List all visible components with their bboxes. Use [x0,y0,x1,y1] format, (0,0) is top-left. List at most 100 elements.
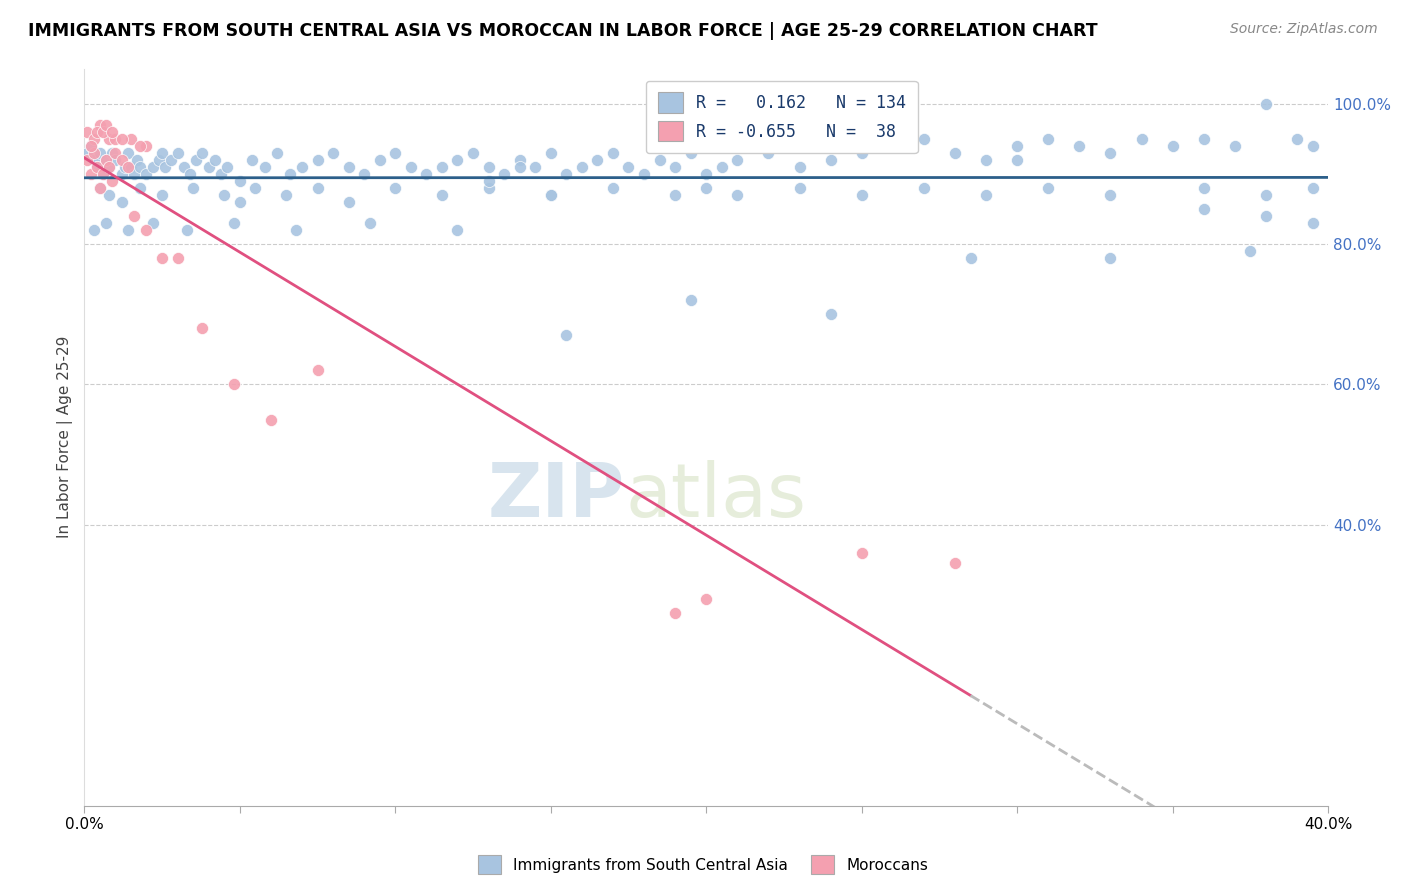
Point [1302,181,1324,195]
Point [83,132,105,146]
Point [710,160,733,174]
Point [83,223,105,237]
Point [477,160,499,174]
Point [1130,132,1153,146]
Point [1099,187,1122,202]
Point [229,174,252,188]
Point [89,145,111,160]
Point [307,181,329,195]
Point [98,160,121,174]
Point [76,125,98,139]
Point [430,160,453,174]
Point [135,138,157,153]
Point [176,223,198,237]
Point [725,187,748,202]
Point [117,160,139,174]
Point [91,167,114,181]
Point [160,153,183,167]
Point [153,160,176,174]
Point [117,223,139,237]
Point [851,546,873,560]
Point [337,194,360,209]
Point [1286,132,1309,146]
Point [122,209,145,223]
Point [291,160,314,174]
Point [695,181,717,195]
Text: atlas: atlas [626,459,807,533]
Point [142,160,165,174]
Point [173,160,195,174]
Point [240,153,263,167]
Point [1192,202,1215,216]
Point [648,153,671,167]
Point [1099,251,1122,265]
Point [101,174,124,188]
Point [98,132,121,146]
Point [166,251,188,265]
Point [229,194,252,209]
Point [494,167,516,181]
Point [959,251,981,265]
Point [86,160,108,174]
Point [384,145,406,160]
Point [79,138,101,153]
Point [191,145,214,160]
Point [1302,138,1324,153]
Point [253,160,276,174]
Point [602,181,624,195]
Point [571,160,593,174]
Point [76,153,98,167]
Point [110,167,132,181]
Point [98,187,121,202]
Y-axis label: In Labor Force | Age 25-29: In Labor Force | Age 25-29 [58,336,73,538]
Point [695,591,717,606]
Point [117,145,139,160]
Point [307,363,329,377]
Point [758,145,780,160]
Point [1005,138,1028,153]
Point [76,145,98,160]
Point [260,412,283,426]
Point [94,153,117,167]
Point [110,132,132,146]
Point [851,145,873,160]
Point [86,125,108,139]
Point [789,160,811,174]
Legend: R =   0.162   N = 134, R = -0.655   N =  38: R = 0.162 N = 134, R = -0.655 N = 38 [647,80,918,153]
Point [1038,132,1060,146]
Point [212,187,235,202]
Point [1192,132,1215,146]
Point [150,187,173,202]
Point [974,187,997,202]
Point [94,153,117,167]
Point [1223,138,1246,153]
Point [181,181,204,195]
Point [186,153,208,167]
Point [586,153,609,167]
Point [664,606,686,620]
Point [276,187,298,202]
Point [150,145,173,160]
Point [217,160,239,174]
Point [555,167,578,181]
Point [1239,244,1261,258]
Point [114,160,136,174]
Point [142,216,165,230]
Point [79,138,101,153]
Point [89,181,111,195]
Point [446,153,468,167]
Point [120,132,142,146]
Point [204,153,226,167]
Point [98,160,121,174]
Point [94,118,117,132]
Point [1005,153,1028,167]
Point [127,153,149,167]
Point [129,138,152,153]
Point [695,167,717,181]
Point [1038,181,1060,195]
Point [1161,138,1184,153]
Point [120,160,142,174]
Point [101,125,124,139]
Point [943,557,966,571]
Point [1254,209,1277,223]
